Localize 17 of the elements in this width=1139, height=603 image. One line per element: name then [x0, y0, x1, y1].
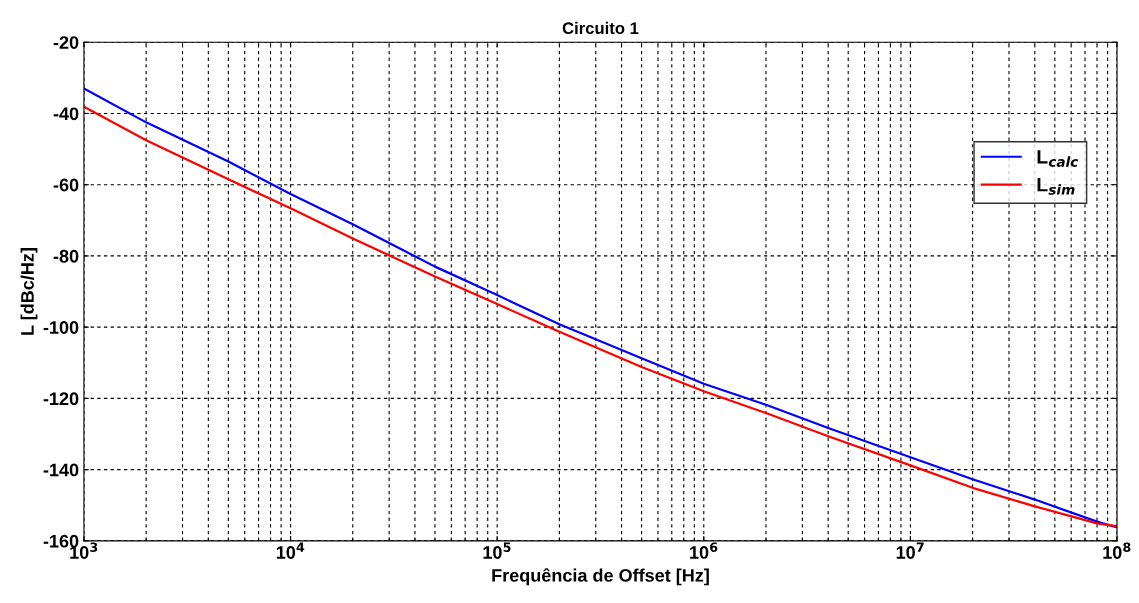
chart-title: Circuito 1 [562, 21, 639, 35]
y-tick-label: -40 [53, 107, 79, 121]
x-tick-label: 10$^{8}$ [1103, 542, 1131, 559]
x-tick-label: 10$^{4}$ [276, 542, 305, 559]
y-tick-label: -60 [53, 178, 79, 192]
y-tick-label: -20 [53, 36, 79, 49]
legend-label: L$_{calc}$ [1037, 150, 1079, 167]
y-tick-label: -120 [43, 392, 79, 406]
x-tick-label: 10$^{5}$ [483, 542, 511, 559]
x-tick-label: 10$^{6}$ [690, 542, 718, 559]
y-tick-label: -140 [43, 463, 79, 477]
x-tick-label: 10$^{7}$ [896, 542, 924, 559]
y-tick-label: -80 [53, 249, 79, 263]
y-tick-label: -100 [43, 321, 79, 334]
legend-label: L$_{sim}$ [1037, 178, 1075, 195]
y-axis-title: L [dBc/Hz] [20, 248, 38, 335]
x-axis-title: Frequência de Offset [Hz] [492, 568, 709, 586]
